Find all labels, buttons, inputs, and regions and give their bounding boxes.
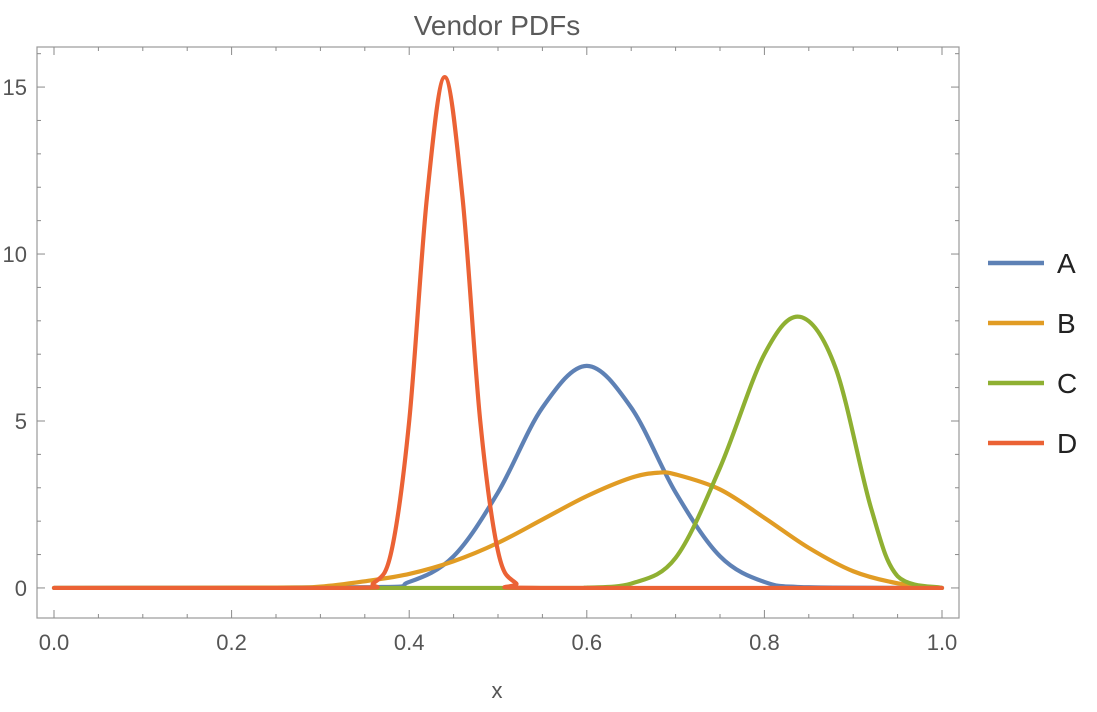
legend-label-b: B [1057, 308, 1076, 339]
x-tick-label: 0.0 [39, 630, 70, 655]
x-tick-label: 0.8 [749, 630, 780, 655]
chart-title: Vendor PDFs [414, 10, 581, 41]
x-tick-label: 1.0 [927, 630, 958, 655]
y-tick-label: 5 [15, 409, 27, 434]
legend-label-c: C [1057, 368, 1077, 399]
series-line-d [51, 74, 945, 591]
y-tick-label: 15 [3, 75, 27, 100]
legend-label-a: A [1057, 248, 1076, 279]
y-tick-label: 0 [15, 576, 27, 601]
series-layer [51, 74, 945, 591]
x-tick-label: 0.6 [572, 630, 603, 655]
axis-ticks [37, 47, 959, 618]
legend-label-d: D [1057, 428, 1077, 459]
x-axis-label: x [492, 678, 503, 703]
y-tick-label: 10 [3, 242, 27, 267]
x-tick-label: 0.2 [216, 630, 247, 655]
tick-labels: 0.0 0.2 0.4 0.6 0.8 1.0 0 5 10 15 [3, 75, 958, 655]
x-tick-label: 0.4 [394, 630, 425, 655]
